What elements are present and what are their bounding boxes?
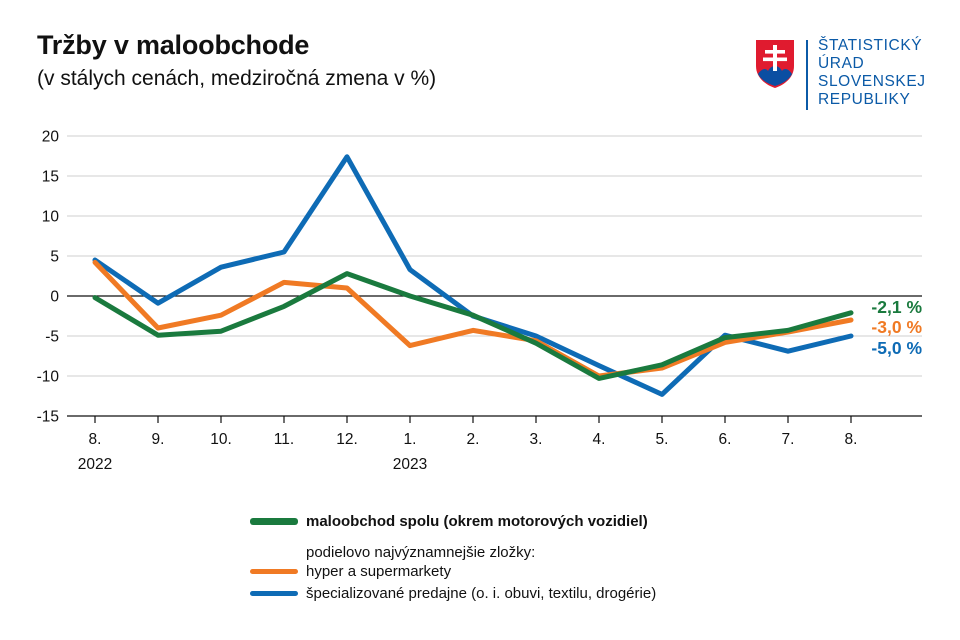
y-tick-label: 20 bbox=[42, 129, 60, 146]
series-line bbox=[92, 154, 854, 397]
legend-label: špecializované predajne (o. i. obuvi, te… bbox=[306, 585, 657, 602]
x-tick-label: 7. bbox=[782, 431, 795, 448]
y-tick-label: -10 bbox=[37, 369, 60, 386]
slovak-coat-of-arms-icon bbox=[756, 40, 794, 88]
series-line bbox=[92, 259, 854, 379]
series-end-label: -5,0 % bbox=[871, 338, 922, 358]
legend-item-specialized: špecializované predajne (o. i. obuvi, te… bbox=[250, 585, 656, 602]
x-tick-label: 4. bbox=[593, 431, 606, 448]
legend-swatch bbox=[250, 591, 298, 596]
x-tick-label: 5. bbox=[656, 431, 669, 448]
y-tick-label: -5 bbox=[45, 329, 59, 346]
legend-swatch bbox=[250, 569, 298, 574]
year-label: 2023 bbox=[393, 456, 427, 473]
x-tick-label: 2. bbox=[467, 431, 480, 448]
x-tick-label: 8. bbox=[89, 431, 102, 448]
x-tick-label: 8. bbox=[845, 431, 858, 448]
logo-text: ŠTATISTICKÝ ÚRAD SLOVENSKEJ REPUBLIKY bbox=[818, 37, 926, 109]
x-tick-label: 6. bbox=[719, 431, 732, 448]
logo-line: SLOVENSKEJ bbox=[818, 73, 926, 90]
x-tick-label: 1. bbox=[404, 431, 417, 448]
year-label: 2022 bbox=[78, 456, 112, 473]
legend-label: hyper a supermarkety bbox=[306, 563, 452, 580]
chart-title: Tržby v maloobchode bbox=[37, 30, 310, 60]
series-end-label: -3,0 % bbox=[871, 317, 922, 337]
y-tick-label: 0 bbox=[50, 289, 59, 306]
logo-line: REPUBLIKY bbox=[818, 91, 911, 108]
legend-label: maloobchod spolu (okrem motorových vozid… bbox=[306, 513, 648, 530]
logo-line: ŠTATISTICKÝ bbox=[818, 37, 923, 54]
y-tick-label: 15 bbox=[42, 169, 59, 186]
y-tick-label: 10 bbox=[42, 209, 60, 226]
legend-item-hyper: hyper a supermarkety bbox=[250, 563, 451, 580]
x-tick-label: 3. bbox=[530, 431, 543, 448]
logo-divider bbox=[806, 40, 808, 110]
x-tick-label: 11. bbox=[274, 431, 294, 448]
x-tick-label: 10. bbox=[210, 431, 232, 448]
chart-subtitle: (v stálych cenách, medziročná zmena v %) bbox=[37, 67, 437, 90]
x-tick-label: 12. bbox=[336, 431, 358, 448]
series-end-label: -2,1 % bbox=[871, 297, 922, 317]
legend-item-total: maloobchod spolu (okrem motorových vozid… bbox=[250, 513, 648, 530]
y-tick-label: -15 bbox=[37, 409, 59, 426]
legend-note: podielovo najvýznamnejšie zložky: bbox=[306, 544, 536, 561]
y-tick-label: 5 bbox=[50, 249, 59, 266]
x-tick-label: 9. bbox=[152, 431, 165, 448]
series-line bbox=[92, 271, 854, 381]
logo-line: ÚRAD bbox=[818, 55, 865, 72]
legend-swatch bbox=[250, 518, 298, 525]
